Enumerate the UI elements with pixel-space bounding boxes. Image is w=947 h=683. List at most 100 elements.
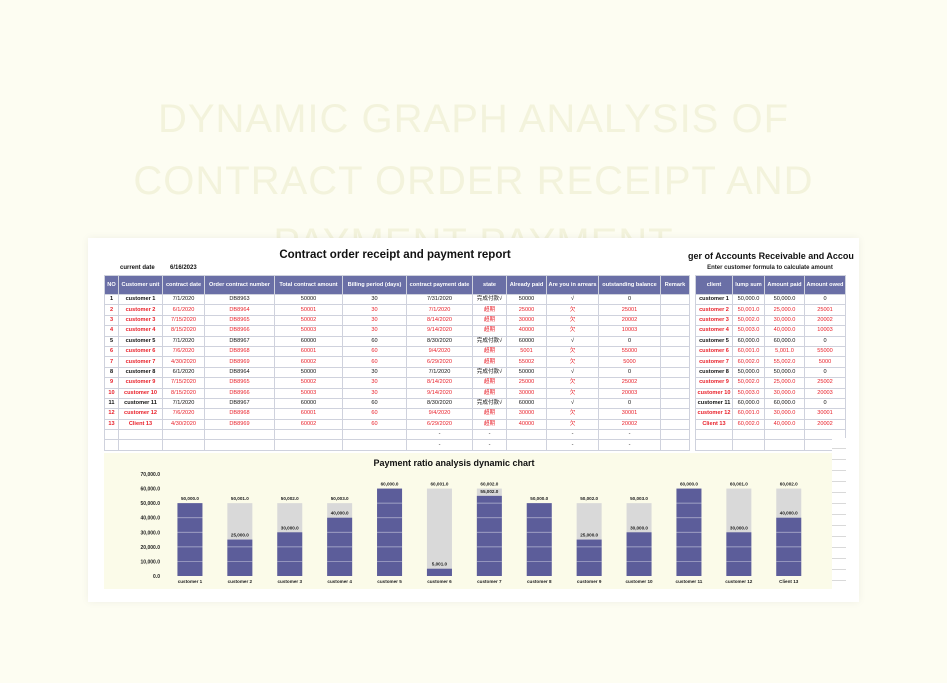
cell-total[interactable] xyxy=(274,439,343,451)
cell-period[interactable]: 60 xyxy=(342,408,407,420)
cell-no[interactable]: 11 xyxy=(104,397,119,410)
cell-balance[interactable]: 0 xyxy=(598,335,661,347)
cell-arrears[interactable]: 欠 xyxy=(546,387,599,399)
cell-number[interactable]: DB8969 xyxy=(204,418,275,431)
cell-paid[interactable]: 40000 xyxy=(506,325,547,337)
cell-remark[interactable] xyxy=(660,439,690,451)
cell-balance[interactable]: - xyxy=(598,439,661,451)
ledger-cell-sum[interactable]: 50,002.0 xyxy=(732,314,765,327)
cell-balance[interactable]: 30001 xyxy=(598,408,661,420)
cell-unit[interactable] xyxy=(118,439,163,451)
cell-state[interactable]: 超期 xyxy=(472,325,507,337)
cell-state[interactable]: 超期 xyxy=(472,377,507,389)
cell-period[interactable]: 30 xyxy=(342,387,407,399)
ledger-cell-sum[interactable]: 60,000.0 xyxy=(732,397,765,410)
cell-date[interactable]: 8/15/2020 xyxy=(162,325,205,337)
cell-number[interactable] xyxy=(204,429,275,441)
cell-total[interactable]: 60000 xyxy=(274,335,343,347)
cell-remark[interactable] xyxy=(660,429,690,441)
ledger-cell-owed[interactable]: 20002 xyxy=(804,314,846,327)
cell-state[interactable]: - xyxy=(472,429,507,441)
cell-remark[interactable] xyxy=(660,356,690,368)
cell-period[interactable]: 60 xyxy=(342,356,407,368)
ledger-cell-sum[interactable]: 60,001.0 xyxy=(732,408,765,420)
cell-number[interactable]: DB8968 xyxy=(204,408,275,420)
cell-unit[interactable]: customer 8 xyxy=(118,366,163,379)
cell-period[interactable]: 30 xyxy=(342,377,407,389)
cell-date[interactable]: 7/6/2020 xyxy=(162,345,205,358)
ledger-cell-owed[interactable]: 0 xyxy=(804,397,846,410)
cell-no[interactable]: 5 xyxy=(104,335,119,347)
ledger-cell-sum[interactable]: 50,001.0 xyxy=(732,304,765,316)
cell-no[interactable]: 3 xyxy=(104,314,119,327)
cell-number[interactable]: DB8966 xyxy=(204,325,275,337)
cell-date[interactable]: 8/15/2020 xyxy=(162,387,205,399)
cell-no[interactable]: 13 xyxy=(104,418,119,431)
cell-no[interactable]: 2 xyxy=(104,304,119,316)
cell-no[interactable] xyxy=(104,439,119,451)
cell-pay-date[interactable]: 8/30/2020 xyxy=(406,397,473,410)
cell-total[interactable]: 60001 xyxy=(274,345,343,358)
cell-remark[interactable] xyxy=(660,397,690,410)
ledger-cell-client[interactable]: customer 8 xyxy=(695,366,733,379)
ledger-cell-sum[interactable]: 60,002.0 xyxy=(732,418,765,431)
cell-paid[interactable]: 50000 xyxy=(506,293,547,306)
cell-total[interactable]: 50001 xyxy=(274,304,343,316)
cell-total[interactable]: 50000 xyxy=(274,293,343,306)
cell-arrears[interactable]: - xyxy=(546,439,599,451)
cell-unit[interactable]: customer 9 xyxy=(118,377,163,389)
cell-paid[interactable] xyxy=(506,439,547,451)
ledger-cell-client[interactable]: customer 7 xyxy=(695,356,733,368)
cell-number[interactable]: DB8966 xyxy=(204,387,275,399)
ledger-cell-owed[interactable]: 0 xyxy=(804,366,846,379)
cell-pay-date[interactable]: - xyxy=(406,439,473,451)
cell-state[interactable]: 超期 xyxy=(472,418,507,431)
cell-balance[interactable]: - xyxy=(598,429,661,441)
ledger-cell-client[interactable]: customer 11 xyxy=(695,397,733,410)
ledger-cell-paid[interactable] xyxy=(764,439,805,451)
ledger-cell-paid[interactable]: 55,002.0 xyxy=(764,356,805,368)
cell-balance[interactable]: 25002 xyxy=(598,377,661,389)
cell-balance[interactable]: 10003 xyxy=(598,325,661,337)
cell-remark[interactable] xyxy=(660,304,690,316)
cell-total[interactable]: 50002 xyxy=(274,377,343,389)
cell-arrears[interactable]: 欠 xyxy=(546,408,599,420)
cell-pay-date[interactable]: 8/14/2020 xyxy=(406,314,473,327)
cell-remark[interactable] xyxy=(660,366,690,379)
ledger-cell-paid[interactable]: 60,000.0 xyxy=(764,397,805,410)
cell-state[interactable]: 超期 xyxy=(472,408,507,420)
cell-no[interactable]: 12 xyxy=(104,408,119,420)
cell-pay-date[interactable]: 9/4/2020 xyxy=(406,345,473,358)
cell-state[interactable]: 超期 xyxy=(472,314,507,327)
cell-number[interactable]: DB8968 xyxy=(204,345,275,358)
cell-pay-date[interactable]: 9/4/2020 xyxy=(406,408,473,420)
cell-period[interactable]: 30 xyxy=(342,304,407,316)
cell-number[interactable]: DB8967 xyxy=(204,397,275,410)
cell-arrears[interactable]: 欠 xyxy=(546,304,599,316)
cell-arrears[interactable]: √ xyxy=(546,397,599,410)
cell-unit[interactable]: customer 2 xyxy=(118,304,163,316)
cell-paid[interactable]: 30000 xyxy=(506,408,547,420)
cell-unit[interactable]: Client 13 xyxy=(118,418,163,431)
cell-no[interactable]: 7 xyxy=(104,356,119,368)
ledger-cell-paid[interactable] xyxy=(764,429,805,441)
cell-number[interactable]: DB8964 xyxy=(204,366,275,379)
ledger-cell-client[interactable]: customer 5 xyxy=(695,335,733,347)
cell-state[interactable]: - xyxy=(472,439,507,451)
cell-period[interactable] xyxy=(342,429,407,441)
cell-total[interactable]: 60001 xyxy=(274,408,343,420)
cell-pay-date[interactable]: 8/14/2020 xyxy=(406,377,473,389)
cell-state[interactable]: 完成付款√ xyxy=(472,335,507,347)
ledger-cell-paid[interactable]: 30,000.0 xyxy=(764,314,805,327)
cell-date[interactable] xyxy=(162,439,205,451)
ledger-cell-client[interactable]: customer 12 xyxy=(695,408,733,420)
cell-unit[interactable]: customer 10 xyxy=(118,387,163,399)
cell-arrears[interactable]: 欠 xyxy=(546,418,599,431)
ledger-cell-sum[interactable]: 50,000.0 xyxy=(732,293,765,306)
cell-remark[interactable] xyxy=(660,325,690,337)
cell-remark[interactable] xyxy=(660,377,690,389)
cell-period[interactable]: 60 xyxy=(342,345,407,358)
cell-state[interactable]: 超期 xyxy=(472,356,507,368)
ledger-cell-client[interactable]: customer 6 xyxy=(695,345,733,358)
ledger-cell-client[interactable]: customer 4 xyxy=(695,325,733,337)
